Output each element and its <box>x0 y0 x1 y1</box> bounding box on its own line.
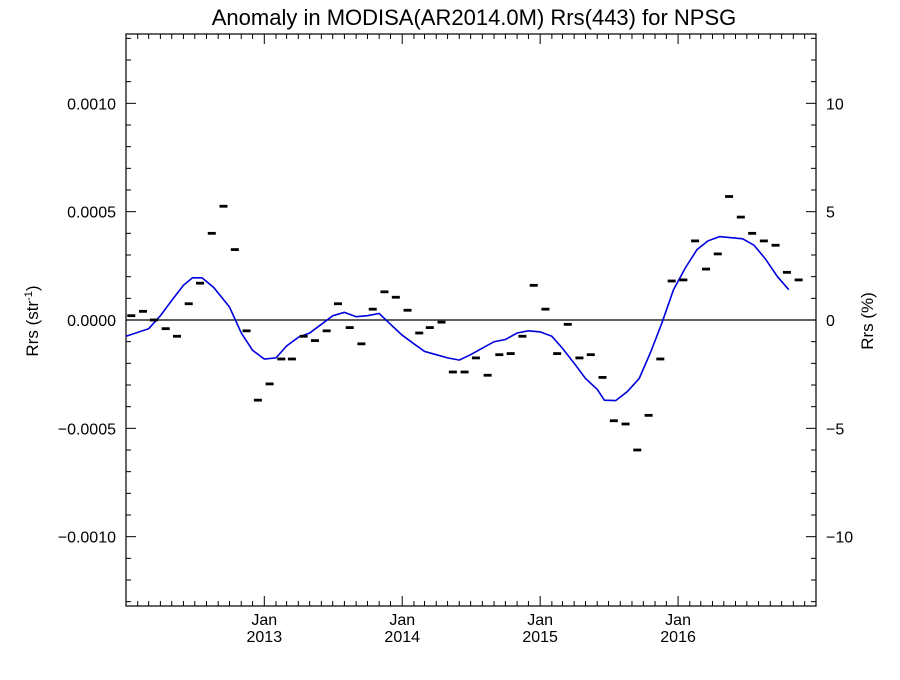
monthly-anomaly-mark <box>667 279 676 283</box>
monthly-anomaly-mark <box>656 357 665 361</box>
monthly-anomaly-mark <box>541 307 550 311</box>
x-tick-label-year: 2014 <box>384 629 420 646</box>
x-tick-label-year: 2015 <box>522 629 558 646</box>
monthly-anomaly-mark <box>127 314 136 318</box>
monthly-anomaly-mark <box>563 322 572 326</box>
monthly-anomaly-mark <box>415 331 424 335</box>
monthly-anomaly-mark <box>161 327 170 331</box>
right-tick-label: 5 <box>826 205 835 222</box>
monthly-anomaly-mark <box>759 239 768 243</box>
right-tick-label: 0 <box>826 313 835 330</box>
smoothed-anomaly-line <box>126 235 790 402</box>
monthly-anomaly-mark <box>633 448 642 452</box>
y-axis-label-right: Rrs (%) <box>858 292 877 350</box>
x-tick-label-year: 2013 <box>247 629 283 646</box>
smoothed-line-layer <box>126 235 790 402</box>
right-axis-labels: −10 −5 0 5 10 <box>826 96 853 546</box>
tick-marks <box>126 34 816 606</box>
monthly-anomaly-mark <box>242 329 251 333</box>
left-axis-labels: −0.0010 −0.0005 0.0000 0.0005 0.0010 <box>58 96 116 546</box>
monthly-anomaly-mark <box>173 334 182 338</box>
monthly-anomaly-mark <box>149 318 158 322</box>
monthly-anomaly-mark <box>403 308 412 312</box>
monthly-anomaly-mark <box>713 252 722 256</box>
monthly-anomaly-mark <box>230 248 239 251</box>
monthly-anomaly-mark <box>207 231 216 235</box>
x-tick-label-year: 2016 <box>660 629 696 646</box>
monthly-anomaly-mark <box>736 215 745 219</box>
x-tick-label-month: Jan <box>251 612 277 629</box>
monthly-anomaly-mark <box>139 309 148 313</box>
monthly-anomaly-mark <box>794 278 803 282</box>
monthly-anomaly-mark <box>471 356 480 360</box>
monthly-anomaly-mark <box>277 357 286 361</box>
monthly-anomaly-mark <box>782 270 791 274</box>
y-axis-label-left: Rrs (str-1) <box>23 285 42 356</box>
x-tick-label-month: Jan <box>389 612 415 629</box>
monthly-anomaly-mark <box>322 329 331 333</box>
monthly-anomaly-mark <box>598 376 607 379</box>
monthly-anomaly-mark <box>609 419 618 423</box>
monthly-marks-layer <box>127 195 803 452</box>
monthly-anomaly-mark <box>425 326 434 329</box>
monthly-anomaly-mark <box>529 283 538 287</box>
monthly-anomaly-mark <box>265 382 274 386</box>
monthly-anomaly-mark <box>299 334 308 338</box>
monthly-anomaly-mark <box>380 290 389 294</box>
monthly-anomaly-mark <box>287 357 296 361</box>
monthly-anomaly-mark <box>219 204 228 208</box>
monthly-anomaly-mark <box>368 307 377 311</box>
right-tick-label: 10 <box>826 96 844 113</box>
monthly-anomaly-mark <box>506 352 515 355</box>
left-tick-label: −0.0010 <box>58 530 116 547</box>
x-tick-label-month: Jan <box>527 612 553 629</box>
monthly-anomaly-mark <box>621 422 630 426</box>
monthly-anomaly-mark <box>702 267 711 271</box>
left-tick-label: 0.0010 <box>67 96 116 113</box>
monthly-anomaly-mark <box>460 370 469 374</box>
monthly-anomaly-mark <box>437 320 446 324</box>
left-tick-label: −0.0005 <box>58 421 116 438</box>
monthly-anomaly-mark <box>345 326 354 329</box>
monthly-anomaly-mark <box>725 195 734 198</box>
right-tick-label: −5 <box>826 421 844 438</box>
monthly-anomaly-mark <box>357 342 366 346</box>
monthly-anomaly-mark <box>644 413 653 417</box>
monthly-anomaly-mark <box>310 339 319 342</box>
right-tick-label: −10 <box>826 530 853 547</box>
monthly-anomaly-mark <box>586 353 595 357</box>
monthly-anomaly-mark <box>253 398 262 402</box>
monthly-anomaly-mark <box>748 231 757 235</box>
monthly-anomaly-mark <box>483 373 492 377</box>
monthly-anomaly-mark <box>771 243 780 247</box>
monthly-anomaly-mark <box>518 334 527 338</box>
monthly-anomaly-mark <box>679 278 688 282</box>
monthly-anomaly-mark <box>448 370 457 374</box>
x-tick-label-month: Jan <box>665 612 691 629</box>
left-tick-label: 0.0005 <box>67 205 116 222</box>
monthly-anomaly-mark <box>495 353 504 357</box>
monthly-anomaly-mark <box>691 239 700 243</box>
monthly-anomaly-mark <box>391 295 400 299</box>
monthly-anomaly-mark <box>575 356 584 360</box>
monthly-anomaly-mark <box>184 302 193 306</box>
monthly-anomaly-mark <box>196 281 205 285</box>
left-tick-label: 0.0000 <box>67 313 116 330</box>
monthly-anomaly-mark <box>553 352 562 355</box>
monthly-anomaly-mark <box>333 302 342 306</box>
chart-title: Anomaly in MODISA(AR2014.0M) Rrs(443) fo… <box>212 5 737 30</box>
